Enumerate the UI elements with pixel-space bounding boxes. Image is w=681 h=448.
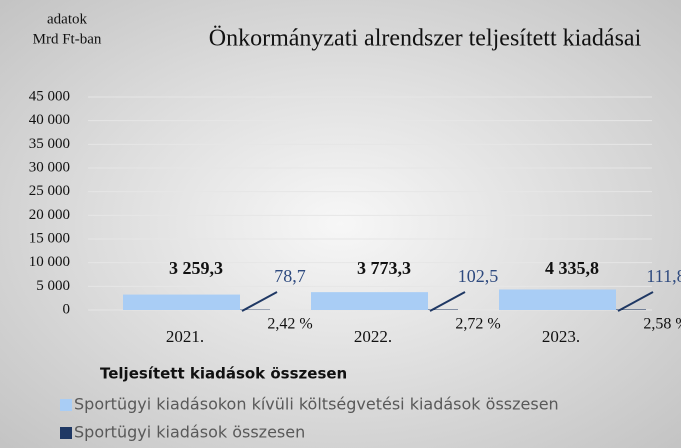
- annotation: 2,42 %: [267, 316, 312, 333]
- leader-line: [241, 291, 278, 312]
- y-axis-label: Mrd Ft-ban: [33, 31, 102, 47]
- value-label: 3 259,3: [169, 258, 223, 278]
- bar: [311, 292, 428, 310]
- chart-title: Önkormányzati alrendszer teljesített kia…: [209, 26, 642, 52]
- legend-label: Sportügyi kiadások összesen: [74, 423, 305, 442]
- x-tick-label: 2021.: [166, 327, 204, 346]
- legend-title: Teljesített kiadások összesen: [100, 365, 347, 383]
- y-tick-label: 25 000: [29, 183, 70, 199]
- value-label: 78,7: [274, 266, 306, 286]
- value-label: 3 773,3: [357, 258, 411, 278]
- y-tick-label: 35 000: [29, 136, 70, 152]
- y-tick-label: 15 000: [29, 230, 70, 246]
- y-tick-label: 5 000: [36, 278, 70, 294]
- value-label: 4 335,8: [545, 258, 599, 278]
- leader-line: [617, 291, 654, 312]
- legend-swatch: [60, 427, 72, 439]
- bar: [123, 294, 240, 310]
- annotation: 2,72 %: [455, 316, 500, 333]
- bar: [616, 309, 646, 310]
- value-label: 111,8: [646, 266, 681, 286]
- y-tick-label: 10 000: [29, 254, 70, 270]
- y-tick-label: 20 000: [29, 207, 70, 223]
- value-label: 102,5: [458, 266, 499, 286]
- y-axis-label: adatok: [47, 11, 87, 27]
- y-tick-label: 40 000: [29, 112, 70, 128]
- y-tick-label: 0: [63, 301, 71, 317]
- bar: [499, 289, 616, 310]
- y-tick-label: 30 000: [29, 159, 70, 175]
- annotation: 2,58 %: [643, 316, 681, 333]
- legend-swatch: [60, 399, 72, 411]
- leader-line: [429, 291, 466, 312]
- x-tick-label: 2022.: [354, 327, 392, 346]
- x-tick-label: 2023.: [542, 327, 580, 346]
- y-tick-label: 45 000: [29, 88, 70, 104]
- legend-label: Sportügyi kiadásokon kívüli költségvetés…: [74, 395, 559, 414]
